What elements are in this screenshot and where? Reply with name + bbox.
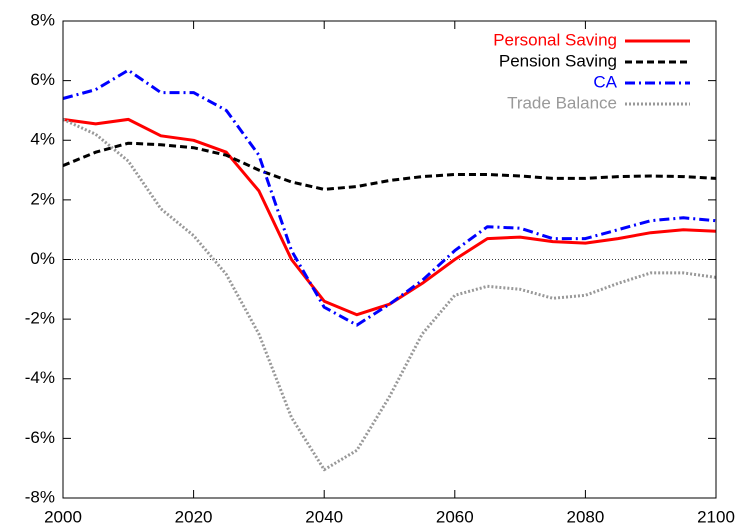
series-line bbox=[62, 68, 717, 327]
plot-frame bbox=[62, 20, 717, 499]
x-tick-label: 2100 bbox=[697, 507, 735, 526]
y-tick-label: 4% bbox=[30, 130, 55, 149]
y-tick-label: -2% bbox=[25, 309, 55, 328]
series-line bbox=[62, 141, 717, 191]
y-tick-label: -4% bbox=[25, 368, 55, 387]
legend-label: Trade Balance bbox=[507, 93, 617, 112]
legend-label: Personal Saving bbox=[493, 30, 617, 49]
legend-label: CA bbox=[593, 72, 617, 91]
y-tick-label: 6% bbox=[30, 70, 55, 89]
legend-label: Pension Saving bbox=[499, 51, 617, 70]
x-tick-label: 2060 bbox=[436, 507, 474, 526]
y-tick-label: 0% bbox=[30, 249, 55, 268]
y-tick-label: -6% bbox=[25, 428, 55, 447]
series-line bbox=[62, 118, 717, 472]
y-tick-label: -8% bbox=[25, 487, 55, 506]
x-tick-label: 2020 bbox=[175, 507, 213, 526]
series-line bbox=[62, 117, 717, 317]
x-tick-label: 2040 bbox=[305, 507, 343, 526]
x-tick-label: 2080 bbox=[566, 507, 604, 526]
y-tick-label: 8% bbox=[30, 10, 55, 29]
x-tick-label: 2000 bbox=[44, 507, 82, 526]
y-tick-label: 2% bbox=[30, 189, 55, 208]
